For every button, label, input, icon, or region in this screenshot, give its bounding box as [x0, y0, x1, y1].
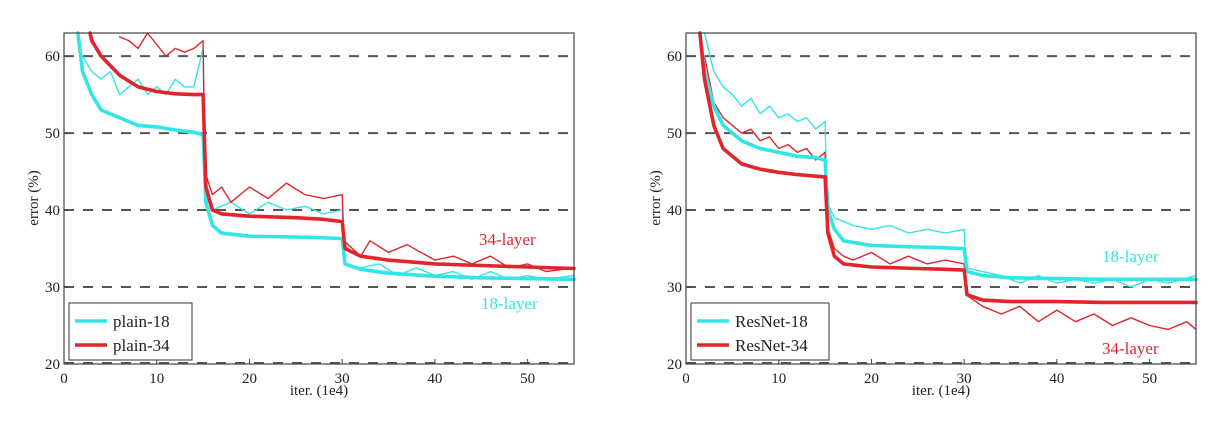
x-tick-label: 10	[771, 371, 786, 387]
annotation-18-layer: 18-layer	[1102, 247, 1159, 266]
y-tick-label: 30	[667, 280, 682, 296]
y-tick-label: 50	[45, 126, 60, 142]
x-tick-label: 0	[682, 371, 690, 387]
x-tick-label: 30	[957, 371, 972, 387]
legend: ResNet-18 ResNet-34	[690, 302, 830, 361]
legend-label-resnet-18: ResNet-18	[735, 312, 808, 331]
x-tick-label: 10	[149, 371, 164, 387]
x-tick-label: 0	[60, 371, 68, 387]
legend: plain-18 plain-34	[68, 302, 193, 361]
y-axis-label: error (%)	[26, 170, 42, 225]
chart-plain: error (%) iter. (1e4) 0 10 20 30 40 50 20 30 40 5…	[26, 31, 576, 399]
plot-frame	[685, 32, 1197, 365]
grid-lines	[686, 55, 1196, 364]
series-line-resnet-18	[698, 31, 1198, 282]
y-tick-label: 40	[667, 203, 682, 219]
series-line-plain-34-train	[118, 32, 575, 273]
y-axis-label: error (%)	[648, 170, 664, 225]
x-tick-label: 40	[427, 371, 442, 387]
y-tick-label: 30	[45, 280, 60, 296]
series-line-plain-18-train	[81, 47, 575, 280]
series-line-resnet-34-train	[703, 55, 1197, 331]
series-line-plain-34	[88, 31, 576, 271]
annotation-18-layer: 18-layer	[481, 294, 538, 313]
plot-frame	[63, 32, 575, 365]
legend-label-plain-18: plain-18	[113, 312, 170, 331]
grid-lines	[64, 55, 574, 364]
legend-box	[68, 302, 193, 361]
x-tick-label: 50	[1142, 371, 1157, 387]
y-tick-label: 40	[45, 203, 60, 219]
y-tick-label: 20	[45, 357, 60, 373]
x-axis-label: iter. (1e4)	[290, 383, 348, 399]
x-tick-label: 20	[242, 371, 257, 387]
chart-resnet: error (%) iter. (1e4) 0 10 20 30 40 50 20 30 40 5…	[648, 31, 1198, 399]
series-line-plain-18	[76, 31, 576, 282]
series-line-resnet-34	[698, 31, 1198, 305]
x-tick-label: 40	[1049, 371, 1064, 387]
x-tick-label: 30	[335, 371, 350, 387]
x-tick-label: 50	[520, 371, 535, 387]
series-group	[76, 31, 576, 282]
series-group	[698, 31, 1198, 331]
axis-ticks: 0 10 20 30 40 50 20 30 40 50 60	[45, 49, 535, 387]
x-axis-label: iter. (1e4)	[912, 383, 970, 399]
axis-ticks: 0 10 20 30 40 50 20 30 40 50 60	[667, 49, 1157, 387]
legend-box	[690, 302, 830, 361]
y-tick-label: 60	[45, 49, 60, 65]
y-tick-label: 50	[667, 126, 682, 142]
annotation-34-layer: 34-layer	[1102, 339, 1159, 358]
annotation-34-layer: 34-layer	[479, 230, 536, 249]
x-tick-label: 20	[864, 371, 879, 387]
y-tick-label: 60	[667, 49, 682, 65]
legend-label-resnet-34: ResNet-34	[735, 336, 808, 355]
y-tick-label: 20	[667, 357, 682, 373]
legend-label-plain-34: plain-34	[113, 336, 170, 355]
